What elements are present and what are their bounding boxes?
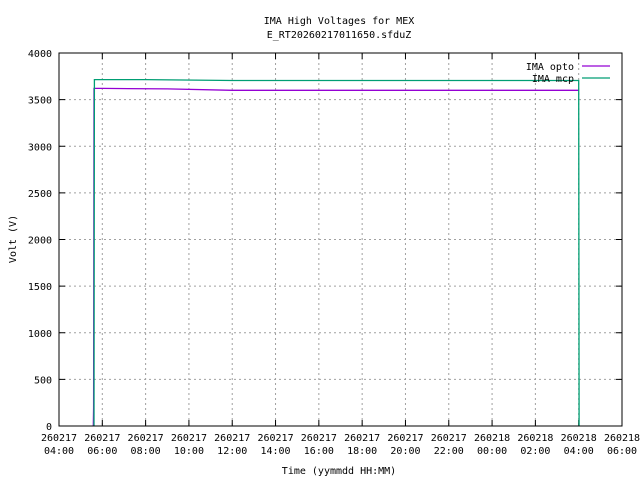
x-tick-label-date: 260217 bbox=[84, 433, 120, 444]
x-tick-label-time: 20:00 bbox=[390, 446, 420, 457]
y-tick-label: 1000 bbox=[28, 329, 52, 340]
x-tick-label-time: 18:00 bbox=[347, 446, 377, 457]
x-tick-label-date: 260217 bbox=[171, 433, 207, 444]
x-axis-label: Time (yymmdd HH:MM) bbox=[282, 466, 396, 477]
x-tick-label-date: 260218 bbox=[517, 433, 553, 444]
x-tick-label-date: 260217 bbox=[214, 433, 250, 444]
axis-ticks: 0 500 1000 1500 2000 2500 3000 3500 4000 260217 04… bbox=[28, 49, 640, 457]
y-tick-label: 2500 bbox=[28, 189, 52, 200]
chart-subtitle: E_RT20260217011650.sfduZ bbox=[267, 30, 412, 41]
x-tick-label-time: 16:00 bbox=[304, 446, 334, 457]
series-group bbox=[92, 78, 580, 427]
x-tick-label-date: 260217 bbox=[431, 433, 467, 444]
x-tick-label-time: 12:00 bbox=[217, 446, 247, 457]
x-tick-label-date: 260217 bbox=[344, 433, 380, 444]
x-tick-label-date: 260218 bbox=[474, 433, 510, 444]
x-tick-label-time: 02:00 bbox=[520, 446, 550, 457]
x-tick-label-time: 04:00 bbox=[564, 446, 594, 457]
x-tick-label-time: 10:00 bbox=[174, 446, 204, 457]
y-tick-label: 2000 bbox=[28, 236, 52, 247]
x-tick-label-date: 260218 bbox=[604, 433, 640, 444]
x-tick-label-date: 260218 bbox=[561, 433, 597, 444]
x-tick-label-date: 260217 bbox=[387, 433, 423, 444]
x-tick-label-time: 04:00 bbox=[44, 446, 74, 457]
chart-title: IMA High Voltages for MEX bbox=[264, 16, 415, 27]
x-tick-label-time: 06:00 bbox=[87, 446, 117, 457]
x-tick-label-time: 14:00 bbox=[260, 446, 290, 457]
x-tick-label-date: 260217 bbox=[41, 433, 77, 444]
legend-label-1: IMA mcp bbox=[532, 74, 574, 85]
x-tick-label-date: 260217 bbox=[301, 433, 337, 444]
legend-label-0: IMA opto bbox=[526, 62, 574, 73]
y-tick-label: 3500 bbox=[28, 96, 52, 107]
x-tick-label-time: 00:00 bbox=[477, 446, 507, 457]
x-tick-label-date: 260217 bbox=[128, 433, 164, 444]
y-tick-label: 0 bbox=[46, 422, 52, 433]
y-tick-label: 3000 bbox=[28, 142, 52, 153]
x-tick-label-time: 06:00 bbox=[607, 446, 637, 457]
y-tick-label: 1500 bbox=[28, 282, 52, 293]
x-tick-label-time: 08:00 bbox=[131, 446, 161, 457]
series-line-1 bbox=[93, 78, 580, 427]
plot-border bbox=[58, 52, 623, 427]
y-axis-label: Volt (V) bbox=[8, 215, 19, 263]
x-tick-label-time: 22:00 bbox=[434, 446, 464, 457]
y-tick-label: 4000 bbox=[28, 49, 52, 60]
x-tick-label-date: 260217 bbox=[257, 433, 293, 444]
y-tick-label: 500 bbox=[34, 375, 52, 386]
